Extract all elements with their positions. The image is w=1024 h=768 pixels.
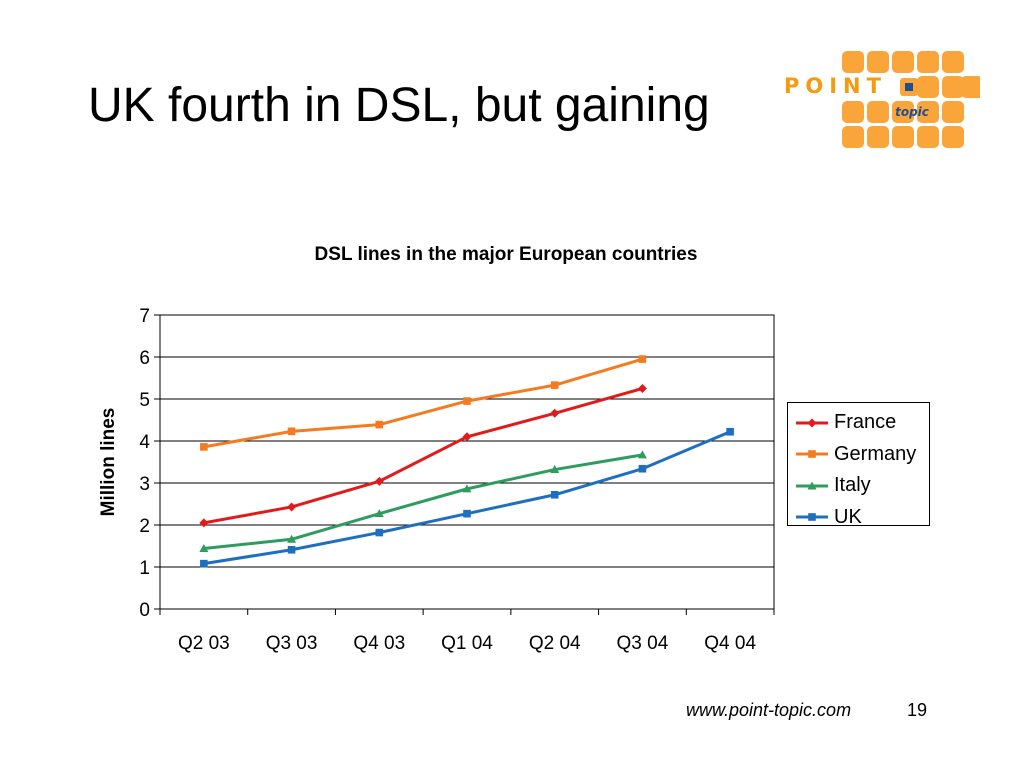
data-point	[199, 544, 209, 553]
y-tick-label: 4	[139, 432, 150, 453]
data-point	[462, 432, 472, 442]
logo-square	[942, 51, 964, 73]
logo-square	[842, 101, 864, 123]
y-tick-label: 3	[139, 474, 150, 495]
data-point	[287, 545, 296, 554]
x-tick-label: Q1 04	[441, 633, 493, 654]
logo-square	[867, 51, 889, 73]
legend-item-france: France	[788, 407, 929, 439]
logo-square	[842, 126, 864, 148]
chart-title: DSL lines in the major European countrie…	[314, 244, 698, 265]
data-point	[550, 465, 560, 474]
series-uk	[200, 427, 734, 568]
logo-square	[961, 76, 980, 98]
series-france	[199, 384, 647, 528]
slide-title: UK fourth in DSL, but gaining	[88, 79, 710, 132]
legend-label: Italy	[834, 474, 871, 497]
x-tick-label: Q3 03	[266, 633, 318, 654]
data-point	[375, 420, 384, 429]
legend-swatch	[796, 418, 828, 428]
logo-square	[842, 51, 864, 73]
data-point	[200, 559, 208, 568]
data-point	[287, 502, 297, 512]
x-tick-label: Q4 03	[353, 633, 405, 654]
data-point	[200, 443, 208, 451]
logo-square	[917, 76, 939, 98]
data-point	[637, 450, 647, 459]
data-point	[287, 427, 296, 436]
data-point	[550, 490, 559, 499]
x-tick-label: Q2 04	[529, 633, 581, 654]
y-tick-label: 5	[139, 390, 150, 411]
logo-square	[942, 76, 964, 98]
logo-square	[892, 126, 914, 148]
logo-square	[917, 126, 939, 148]
logo-square	[942, 101, 964, 123]
legend-item-germany: Germany	[788, 439, 929, 471]
data-point	[462, 484, 472, 493]
y-tick-label: 2	[139, 516, 150, 537]
data-point	[374, 476, 384, 486]
logo-subword: topic	[895, 105, 929, 119]
logo-square	[867, 101, 889, 123]
y-tick-label: 0	[139, 600, 150, 621]
page-number: 19	[907, 700, 928, 720]
x-tick-label: Q3 04	[617, 633, 669, 654]
logo-dot	[905, 83, 913, 91]
y-tick-label: 6	[139, 348, 150, 369]
x-tick-label: Q2 03	[178, 633, 230, 654]
data-point	[287, 534, 297, 543]
data-point	[637, 384, 647, 393]
legend-swatch	[796, 513, 828, 522]
logo-square	[917, 51, 939, 73]
series-line	[203, 430, 731, 566]
series-germany	[200, 355, 647, 451]
legend-swatch	[796, 450, 828, 459]
legend-label: UK	[834, 505, 862, 528]
legend-label: France	[834, 411, 897, 434]
data-point	[463, 509, 471, 518]
plot-area	[159, 314, 775, 610]
data-point	[375, 528, 384, 537]
chart-legend: France Germany Italy UK	[787, 402, 930, 528]
x-tick-label: Q4 04	[704, 633, 756, 654]
data-point	[550, 381, 559, 389]
logo-square	[892, 101, 914, 123]
data-point	[638, 464, 647, 473]
series-line	[203, 387, 643, 525]
series-line	[203, 453, 643, 551]
logo-square	[917, 101, 939, 123]
y-tick-label: 7	[139, 306, 150, 327]
series-italy	[199, 450, 647, 553]
logo-word-backdrop	[780, 74, 914, 100]
data-point	[374, 509, 384, 518]
legend-item-italy: Italy	[788, 470, 929, 502]
logo-square	[942, 126, 964, 148]
y-tick-label: 1	[139, 558, 150, 579]
data-point	[638, 355, 647, 363]
data-point	[463, 397, 471, 405]
data-point	[726, 427, 734, 436]
footer-url[interactable]: www.point-topic.com	[686, 700, 852, 720]
legend-swatch	[796, 481, 828, 490]
legend-item-uk: UK	[788, 502, 929, 534]
data-point	[199, 518, 209, 528]
y-axis-label: Million lines	[98, 408, 119, 517]
data-point	[550, 408, 560, 418]
point-topic-logo: POINT topic	[780, 51, 980, 148]
series-line	[203, 357, 643, 449]
logo-square	[867, 126, 889, 148]
logo-word: POINT	[784, 74, 887, 98]
logo-square	[892, 51, 914, 73]
legend-label: Germany	[834, 442, 917, 465]
